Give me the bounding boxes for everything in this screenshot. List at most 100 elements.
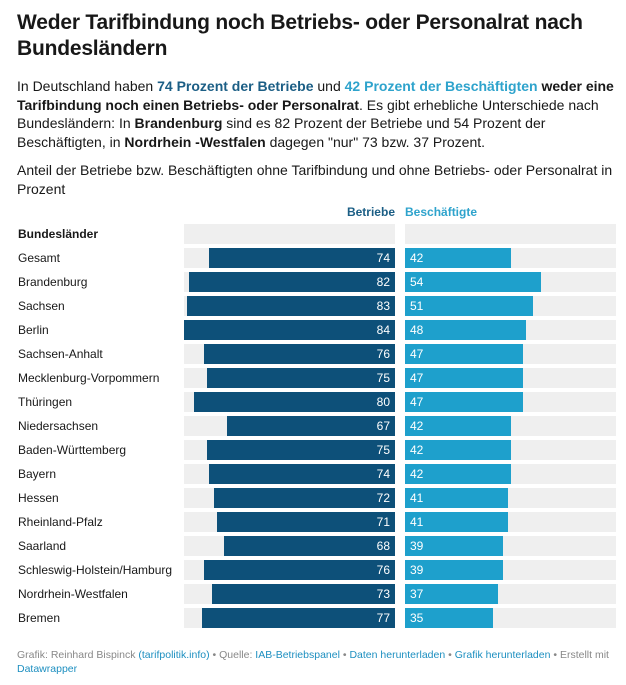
- bar-betriebe: [204, 560, 395, 580]
- value-label-betriebe: 80: [376, 395, 390, 409]
- bar-betriebe: [186, 296, 395, 316]
- bar-beschaeftigte: [405, 464, 511, 484]
- value-label-betriebe: 76: [376, 563, 390, 577]
- value-label-betriebe: 83: [376, 299, 390, 313]
- bar-beschaeftigte: [405, 368, 524, 388]
- chart-intro: In Deutschland haben 74 Prozent der Betr…: [17, 78, 614, 150]
- row-label: Bayern: [18, 467, 57, 481]
- table-row: Gesamt 74 42: [0, 248, 626, 268]
- chart-footer: Grafik: Reinhard Bispinck (tarifpolitik.…: [17, 649, 609, 675]
- download-image-link[interactable]: Grafik herunterladen: [454, 649, 551, 661]
- row-label: Baden-Württemberg: [18, 443, 127, 457]
- value-label-beschaeftigte: 42: [410, 467, 424, 481]
- value-label-betriebe: 74: [376, 467, 390, 481]
- highlight-beschaeftigte: 42 Prozent der Beschäftigten: [344, 78, 538, 94]
- bar-betriebe: [214, 488, 395, 508]
- bar-betriebe: [206, 368, 395, 388]
- value-label-betriebe: 82: [376, 275, 390, 289]
- value-label-beschaeftigte: 35: [410, 611, 424, 625]
- value-label-betriebe: 67: [376, 419, 390, 433]
- row-label: Sachsen-Anhalt: [18, 347, 103, 361]
- row-label: Hessen: [18, 491, 59, 505]
- source-link[interactable]: IAB-Betriebspanel: [255, 649, 340, 661]
- bar-beschaeftigte: [405, 296, 534, 316]
- chart-title: Weder Tarifbindung noch Betriebs- oder P…: [17, 11, 583, 60]
- bar-betriebe: [226, 416, 395, 436]
- table-row: Bremen 77 35: [0, 608, 626, 628]
- table-row: Brandenburg 82 54: [0, 272, 626, 292]
- table-row: Baden-Württemberg 75 42: [0, 440, 626, 460]
- value-label-beschaeftigte: 47: [410, 371, 424, 385]
- tarifpolitik-link[interactable]: (tarifpolitik.info): [138, 649, 210, 661]
- download-data-link[interactable]: Daten herunterladen: [349, 649, 446, 661]
- bar-betriebe: [189, 272, 395, 292]
- highlight-betriebe: 74 Prozent der Betriebe: [157, 78, 314, 94]
- value-label-beschaeftigte: 51: [410, 299, 424, 313]
- value-label-betriebe: 74: [376, 251, 390, 265]
- value-label-betriebe: 75: [376, 371, 390, 385]
- datawrapper-link[interactable]: Datawrapper: [17, 663, 78, 675]
- value-label-beschaeftigte: 39: [410, 563, 424, 577]
- bar-betriebe: [209, 248, 395, 268]
- table-header-row: Bundesländer: [0, 224, 626, 244]
- bar-beschaeftigte: [405, 320, 526, 340]
- bar-beschaeftigte: [405, 488, 508, 508]
- bar-betriebe: [206, 440, 395, 460]
- row-label: Schleswig-Holstein/Hamburg: [18, 563, 173, 577]
- bar-betriebe: [194, 392, 395, 412]
- table-row: Rheinland-Pfalz 71 41: [0, 512, 626, 532]
- bar-beschaeftigte: [405, 248, 511, 268]
- row-label: Sachsen: [18, 299, 65, 313]
- row-label: Brandenburg: [18, 275, 88, 289]
- value-label-beschaeftigte: 48: [410, 323, 424, 337]
- bar-betriebe: [216, 512, 395, 532]
- row-label: Niedersachsen: [18, 419, 99, 433]
- chart-subtitle: Anteil der Betriebe bzw. Beschäftigten o…: [17, 162, 613, 197]
- value-label-beschaeftigte: 47: [410, 395, 424, 409]
- table-row: Thüringen 80 47: [0, 392, 626, 412]
- row-label: Gesamt: [18, 251, 61, 265]
- column-header-beschaeftigte: Beschäftigte: [405, 205, 478, 219]
- table-row: Schleswig-Holstein/Hamburg 76 39: [0, 560, 626, 580]
- bar-beschaeftigte: [405, 608, 493, 628]
- row-label: Berlin: [18, 323, 49, 337]
- bar-betriebe: [184, 320, 395, 340]
- value-label-beschaeftigte: 41: [410, 515, 424, 529]
- table-row: Sachsen-Anhalt 76 47: [0, 344, 626, 364]
- row-label: Rheinland-Pfalz: [18, 515, 103, 529]
- row-label: Thüringen: [18, 395, 73, 409]
- table-row: Berlin 84 48: [0, 320, 626, 340]
- bar-betriebe: [224, 536, 395, 556]
- bar-beschaeftigte: [405, 344, 524, 364]
- table-row: Bayern 74 42: [0, 464, 626, 484]
- background-bar-betriebe: [184, 224, 395, 244]
- row-label: Nordrhein-Westfalen: [18, 587, 128, 601]
- row-label: Mecklenburg-Vorpommern: [18, 371, 160, 385]
- bar-beschaeftigte: [405, 392, 524, 412]
- row-header-label: Bundesländer: [18, 227, 99, 241]
- row-label: Saarland: [18, 539, 67, 553]
- value-label-betriebe: 68: [376, 539, 390, 553]
- value-label-betriebe: 77: [376, 611, 390, 625]
- value-label-betriebe: 71: [376, 515, 390, 529]
- bar-betriebe: [209, 464, 395, 484]
- table-row: Saarland 68 39: [0, 536, 626, 556]
- value-label-betriebe: 84: [376, 323, 390, 337]
- value-label-betriebe: 75: [376, 443, 390, 457]
- column-header-betriebe: Betriebe: [346, 205, 395, 219]
- background-bar-beschaeftigte: [405, 224, 616, 244]
- value-label-beschaeftigte: 47: [410, 347, 424, 361]
- bar-beschaeftigte: [405, 584, 498, 604]
- row-label: Bremen: [18, 611, 61, 625]
- value-label-beschaeftigte: 42: [410, 251, 424, 265]
- bar-beschaeftigte: [405, 512, 508, 532]
- value-label-beschaeftigte: 37: [410, 587, 424, 601]
- bar-betriebe: [211, 584, 395, 604]
- table-row: Hessen 72 41: [0, 488, 626, 508]
- value-label-beschaeftigte: 41: [410, 491, 424, 505]
- value-label-betriebe: 76: [376, 347, 390, 361]
- value-label-beschaeftigte: 42: [410, 443, 424, 457]
- bar-beschaeftigte: [405, 416, 511, 436]
- value-label-beschaeftigte: 39: [410, 539, 424, 553]
- table-row: Niedersachsen 67 42: [0, 416, 626, 436]
